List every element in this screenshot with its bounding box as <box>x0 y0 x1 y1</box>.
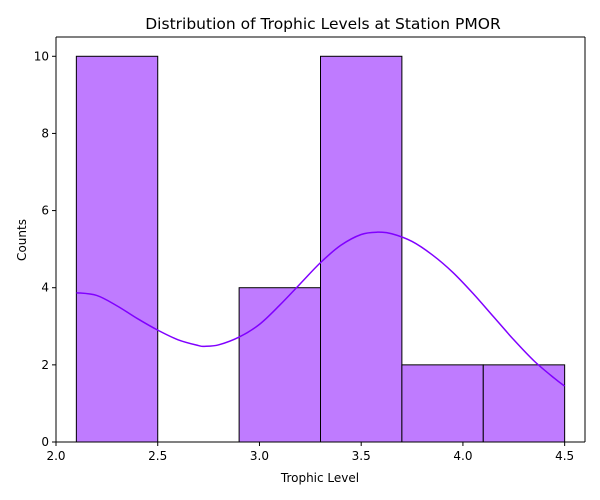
x-ticks: 2.0 2.5 3.0 3.5 4.0 4.5 <box>46 442 574 463</box>
x-axis-title: Trophic Level <box>280 471 359 485</box>
y-axis-title: Counts <box>15 219 29 261</box>
x-tick-label: 2.5 <box>148 449 167 463</box>
y-tick-label: 10 <box>34 49 49 63</box>
y-tick-label: 2 <box>41 358 49 372</box>
x-tick-label: 2.0 <box>46 449 65 463</box>
kde-layer <box>76 231 566 387</box>
histogram-bar-4 <box>401 364 484 443</box>
histogram-bar-5 <box>482 364 566 443</box>
y-tick-label: 6 <box>41 204 49 218</box>
axes-frame <box>55 36 586 443</box>
kde-curve <box>76 231 566 387</box>
x-tick-label: 4.5 <box>555 449 574 463</box>
x-tick-label: 3.5 <box>352 449 371 463</box>
y-tick-label: 8 <box>41 126 49 140</box>
bars-layer <box>75 55 566 443</box>
histogram-bar-3 <box>320 55 403 443</box>
histogram-bar-0 <box>75 55 159 443</box>
histogram-bar-2 <box>238 287 321 443</box>
y-tick-label: 4 <box>41 281 49 295</box>
x-tick-label: 3.0 <box>250 449 269 463</box>
y-tick-label: 0 <box>41 435 49 449</box>
x-tick-label: 4.0 <box>453 449 472 463</box>
chart-title: Distribution of Trophic Levels at Statio… <box>145 15 501 33</box>
y-ticks: 0 2 4 6 8 10 <box>34 49 56 449</box>
